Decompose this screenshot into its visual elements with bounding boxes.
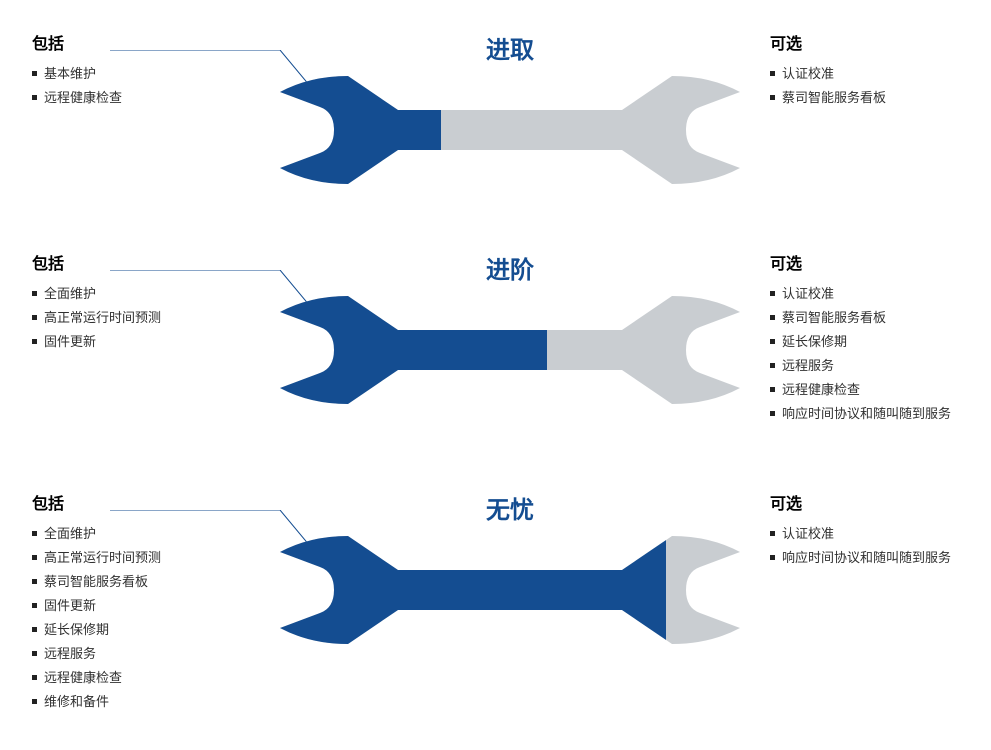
list-item: 高正常运行时间预测 (32, 306, 161, 330)
includes-column: 包括 全面维护 高正常运行时间预测 蔡司智能服务看板 固件更新 延长保修期 远程… (32, 490, 161, 714)
optional-list: 认证校准 蔡司智能服务看板 延长保修期 远程服务 远程健康检查 响应时间协议和随… (770, 282, 951, 426)
list-item: 远程健康检查 (32, 86, 122, 110)
list-item: 认证校准 (770, 282, 951, 306)
optional-list: 认证校准 蔡司智能服务看板 (770, 62, 886, 110)
list-item: 认证校准 (770, 522, 951, 546)
list-item: 固件更新 (32, 330, 161, 354)
includes-list: 基本维护 远程健康检查 (32, 62, 122, 110)
list-item: 远程服务 (770, 354, 951, 378)
list-item: 固件更新 (32, 594, 161, 618)
list-item: 全面维护 (32, 522, 161, 546)
optional-heading: 可选 (770, 250, 951, 274)
wrench-icon (280, 530, 740, 650)
tier-title: 无忧 (460, 490, 560, 525)
list-item: 远程健康检查 (32, 666, 161, 690)
optional-column: 可选 认证校准 响应时间协议和随叫随到服务 (770, 490, 951, 570)
tier-title: 进取 (460, 30, 560, 65)
list-item: 延长保修期 (770, 330, 951, 354)
tier-title: 进阶 (460, 250, 560, 285)
optional-column: 可选 认证校准 蔡司智能服务看板 (770, 30, 886, 110)
includes-heading: 包括 (32, 30, 122, 54)
list-item: 蔡司智能服务看板 (770, 306, 951, 330)
list-item: 响应时间协议和随叫随到服务 (770, 546, 951, 570)
optional-heading: 可选 (770, 490, 951, 514)
includes-heading: 包括 (32, 490, 161, 514)
list-item: 蔡司智能服务看板 (32, 570, 161, 594)
includes-heading: 包括 (32, 250, 161, 274)
optional-list: 认证校准 响应时间协议和随叫随到服务 (770, 522, 951, 570)
list-item: 高正常运行时间预测 (32, 546, 161, 570)
list-item: 延长保修期 (32, 618, 161, 642)
list-item: 远程健康检查 (770, 378, 951, 402)
list-item: 基本维护 (32, 62, 122, 86)
includes-column: 包括 基本维护 远程健康检查 (32, 30, 122, 110)
list-item: 全面维护 (32, 282, 161, 306)
includes-list: 全面维护 高正常运行时间预测 蔡司智能服务看板 固件更新 延长保修期 远程服务 … (32, 522, 161, 714)
optional-column: 可选 认证校准 蔡司智能服务看板 延长保修期 远程服务 远程健康检查 响应时间协… (770, 250, 951, 426)
list-item: 蔡司智能服务看板 (770, 86, 886, 110)
list-item: 响应时间协议和随叫随到服务 (770, 402, 951, 426)
list-item: 远程服务 (32, 642, 161, 666)
includes-list: 全面维护 高正常运行时间预测 固件更新 (32, 282, 161, 354)
wrench-icon (280, 290, 740, 410)
list-item: 维修和备件 (32, 690, 161, 714)
optional-heading: 可选 (770, 30, 886, 54)
wrench-icon (280, 70, 740, 190)
list-item: 认证校准 (770, 62, 886, 86)
includes-column: 包括 全面维护 高正常运行时间预测 固件更新 (32, 250, 161, 354)
